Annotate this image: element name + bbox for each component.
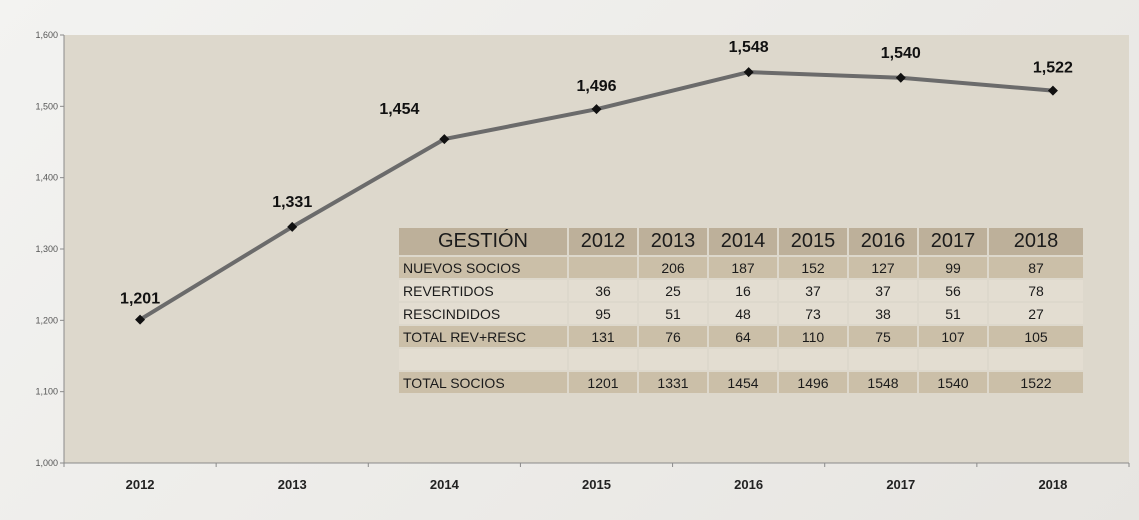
table-cell <box>639 349 707 370</box>
table-cell: 51 <box>639 303 707 324</box>
table-cell: 1540 <box>919 372 987 393</box>
table-cell: 1522 <box>989 372 1083 393</box>
data-label: 1,331 <box>272 194 312 211</box>
data-point <box>1047 85 1058 96</box>
table-header-row: GESTIÓN 2012 2013 2014 2015 2016 2017 2018 <box>399 228 1083 255</box>
x-tick-label: 2015 <box>582 477 611 492</box>
table-header-year: 2017 <box>919 228 987 255</box>
table-header-year: 2018 <box>989 228 1083 255</box>
table-cell: 16 <box>709 280 777 301</box>
table-cell: 1496 <box>779 372 847 393</box>
table-cell: 73 <box>779 303 847 324</box>
data-label: 1,540 <box>881 45 921 62</box>
table-row: RESCINDIDOS 95 51 48 73 38 51 27 <box>399 303 1083 324</box>
row-label: TOTAL REV+RESC <box>399 326 567 347</box>
table-cell <box>569 257 637 278</box>
table-cell: 76 <box>639 326 707 347</box>
row-label: NUEVOS SOCIOS <box>399 257 567 278</box>
table-header-year: 2016 <box>849 228 917 255</box>
table-cell: 48 <box>709 303 777 324</box>
table-header-year: 2015 <box>779 228 847 255</box>
table-cell: 127 <box>849 257 917 278</box>
table-cell <box>709 349 777 370</box>
row-label: RESCINDIDOS <box>399 303 567 324</box>
table-row: TOTAL SOCIOS 1201 1331 1454 1496 1548 1540 1522 <box>399 372 1083 393</box>
table-cell: 78 <box>989 280 1083 301</box>
table-cell <box>569 349 637 370</box>
table-header-year: 2013 <box>639 228 707 255</box>
table-cell: 1201 <box>569 372 637 393</box>
data-point <box>135 314 146 325</box>
x-tick-label: 2013 <box>278 477 307 492</box>
table-cell: 1548 <box>849 372 917 393</box>
table-cell <box>779 349 847 370</box>
data-label: 1,522 <box>1033 60 1073 77</box>
data-point <box>287 221 298 232</box>
x-tick-label: 2017 <box>886 477 915 492</box>
y-tick-label: 1,600 <box>35 30 58 40</box>
table-cell: 36 <box>569 280 637 301</box>
data-point <box>591 104 602 115</box>
table-cell: 99 <box>919 257 987 278</box>
table-cell: 27 <box>989 303 1083 324</box>
table-cell <box>989 349 1083 370</box>
table-cell: 56 <box>919 280 987 301</box>
table-cell: 105 <box>989 326 1083 347</box>
table-cell <box>919 349 987 370</box>
data-point <box>895 72 906 83</box>
table-cell: 152 <box>779 257 847 278</box>
table-row: TOTAL REV+RESC 131 76 64 110 75 107 105 <box>399 326 1083 347</box>
y-tick-label: 1,100 <box>35 387 58 397</box>
row-label: REVERTIDOS <box>399 280 567 301</box>
table-cell: 37 <box>849 280 917 301</box>
table-cell: 187 <box>709 257 777 278</box>
table-cell: 38 <box>849 303 917 324</box>
y-tick-label: 1,300 <box>35 244 58 254</box>
data-label: 1,496 <box>576 78 616 95</box>
y-tick-label: 1,400 <box>35 173 58 183</box>
table-cell: 87 <box>989 257 1083 278</box>
data-label: 1,454 <box>379 101 419 118</box>
table-cell: 51 <box>919 303 987 324</box>
x-tick-label: 2012 <box>126 477 155 492</box>
data-table: GESTIÓN 2012 2013 2014 2015 2016 2017 2018 NUEV… <box>397 226 1085 395</box>
data-point <box>439 134 450 145</box>
data-label: 1,548 <box>729 39 769 56</box>
table-row: REVERTIDOS 36 25 16 37 37 56 78 <box>399 280 1083 301</box>
table-cell: 206 <box>639 257 707 278</box>
data-point <box>743 67 754 78</box>
y-tick-label: 1,200 <box>35 315 58 325</box>
table-cell: 1331 <box>639 372 707 393</box>
x-tick-label: 2018 <box>1038 477 1067 492</box>
table-body: NUEVOS SOCIOS 206 187 152 127 99 87 REVERTIDOS 3… <box>399 257 1083 393</box>
y-axis: 1,000 1,100 1,200 1,300 1,400 1,500 1,600 <box>35 30 65 468</box>
data-label: 1,201 <box>120 291 160 308</box>
table-cell: 107 <box>919 326 987 347</box>
x-tick-label: 2016 <box>734 477 763 492</box>
y-tick-label: 1,000 <box>35 458 58 468</box>
table-header-year: 2014 <box>709 228 777 255</box>
row-label: TOTAL SOCIOS <box>399 372 567 393</box>
row-label <box>399 349 567 370</box>
x-tick-label: 2014 <box>430 477 460 492</box>
data-labels: 1,201 1,331 1,454 1,496 1,548 1,540 1,522 <box>120 39 1073 308</box>
table-header-gestion: GESTIÓN <box>399 228 567 255</box>
table-cell: 131 <box>569 326 637 347</box>
series-markers <box>135 67 1058 325</box>
x-axis: 2012 2013 2014 2015 2016 2017 2018 <box>63 462 1130 492</box>
table-cell: 25 <box>639 280 707 301</box>
table-cell: 75 <box>849 326 917 347</box>
table-cell <box>849 349 917 370</box>
table-cell: 110 <box>779 326 847 347</box>
table-row <box>399 349 1083 370</box>
y-tick-label: 1,500 <box>35 101 58 111</box>
table-row: NUEVOS SOCIOS 206 187 152 127 99 87 <box>399 257 1083 278</box>
table-cell: 1454 <box>709 372 777 393</box>
table-cell: 64 <box>709 326 777 347</box>
table-cell: 37 <box>779 280 847 301</box>
table-cell: 95 <box>569 303 637 324</box>
table-header-year: 2012 <box>569 228 637 255</box>
